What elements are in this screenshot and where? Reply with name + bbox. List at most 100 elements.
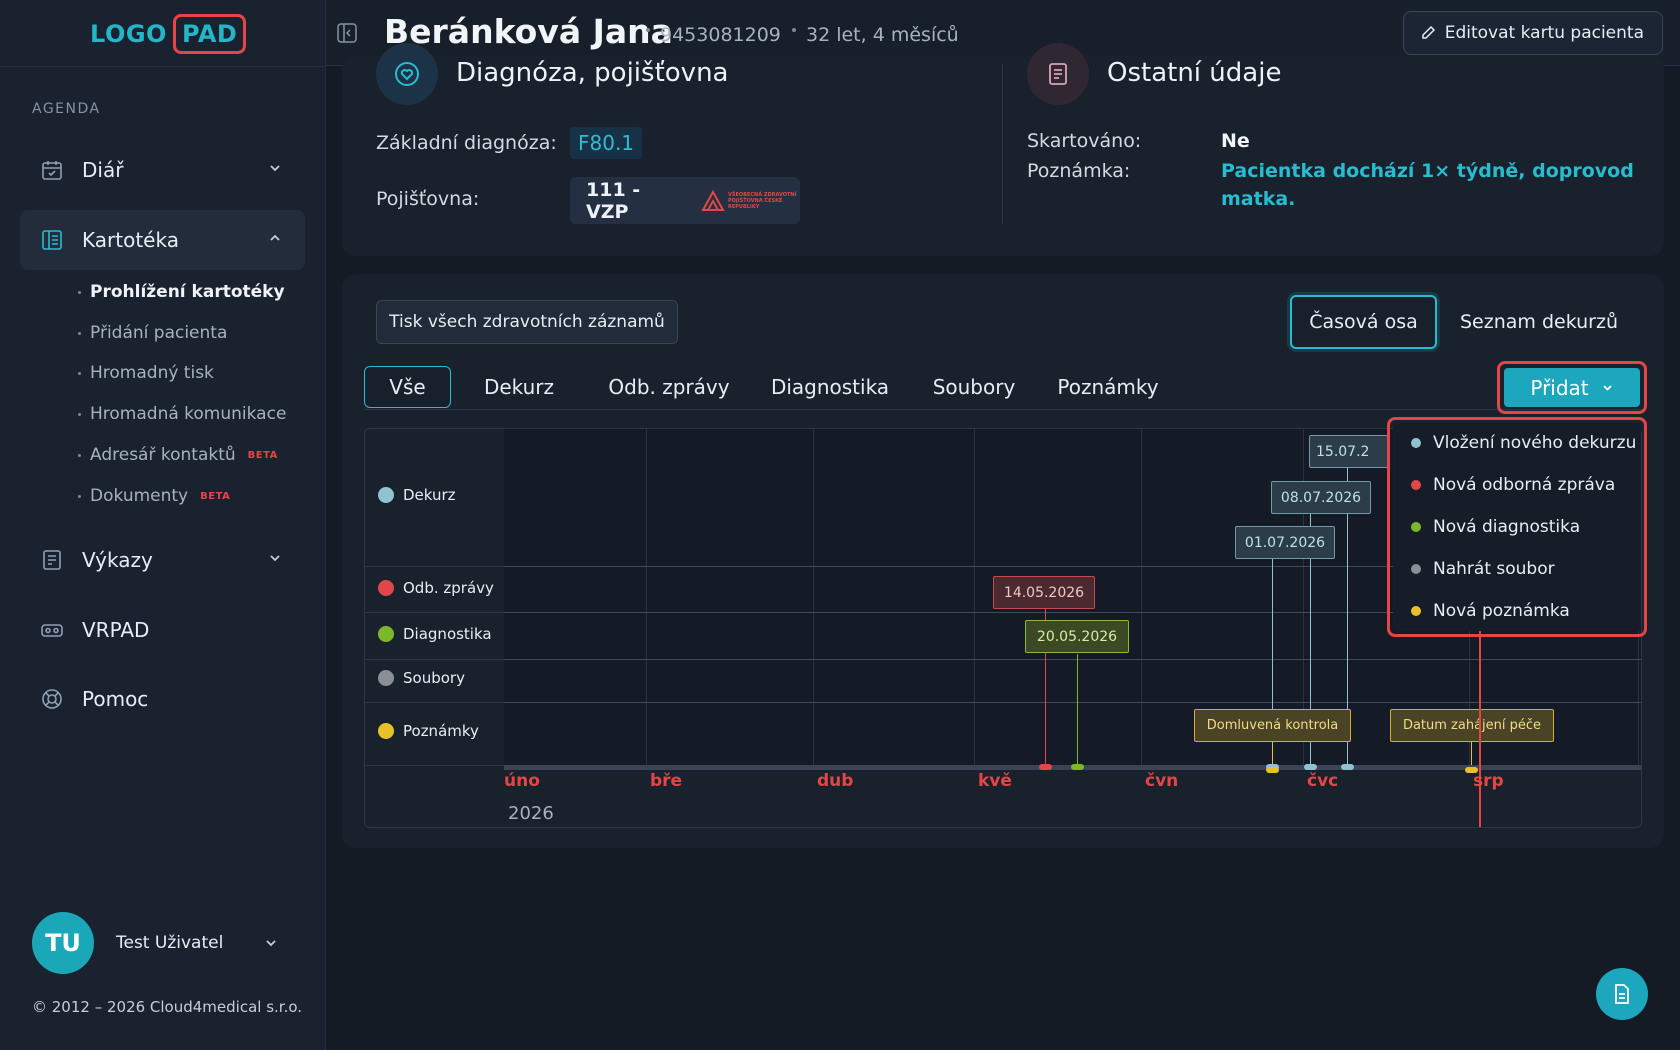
document-icon — [1615, 984, 1629, 1004]
diagnosis-code[interactable]: F80.1 — [570, 127, 643, 159]
event-pin[interactable] — [1304, 764, 1317, 770]
tab-dekurz[interactable]: Dekurz — [483, 375, 555, 399]
patient-id: 9453081209 — [660, 24, 781, 46]
month-label: bře — [650, 771, 683, 791]
menu-item-label: Nová diagnostika — [1433, 517, 1581, 537]
tab-poznamky[interactable]: Poznámky — [1057, 375, 1159, 399]
view-timeline-button[interactable]: Časová osa — [1290, 295, 1437, 349]
row-label-text: Dekurz — [403, 486, 456, 504]
menu-item-upload-file[interactable]: Nahrát soubor — [1411, 559, 1555, 579]
add-button-highlight: Přidat — [1497, 361, 1647, 414]
sidebar-subitem-pridani[interactable]: Přidání pacienta — [78, 323, 227, 343]
menu-item-new-report[interactable]: Nová odborná zpráva — [1411, 475, 1615, 495]
event-pin[interactable] — [1039, 764, 1052, 770]
sidebar-subitem-komunikace[interactable]: Hromadná komunikace — [78, 404, 286, 424]
beta-badge: BETA — [200, 490, 231, 502]
legend-dot — [378, 670, 394, 686]
event-pin[interactable] — [1341, 764, 1354, 770]
event-pin[interactable] — [1465, 767, 1478, 773]
month-label: úno — [504, 771, 540, 791]
edit-patient-button[interactable]: Editovat kartu pacienta — [1402, 11, 1663, 55]
user-menu[interactable]: TU Test Uživatel — [32, 912, 279, 974]
month-label: dub — [817, 771, 854, 791]
sidebar-item-pomoc[interactable]: Pomoc — [20, 669, 305, 729]
sidebar-collapse-icon[interactable] — [336, 22, 358, 44]
month-label: čvc — [1307, 771, 1339, 791]
sidebar-subitem-label: Prohlížení kartotéky — [90, 282, 285, 302]
bullet — [78, 494, 81, 498]
heart-shield-icon — [395, 62, 419, 86]
sidebar-subitem-dokumenty[interactable]: Dokumenty BETA — [78, 486, 230, 506]
add-menu: Vložení nového dekurzu Nová odborná zprá… — [1393, 423, 1641, 631]
sidebar-subitem-prohlizeni[interactable]: Prohlížení kartotéky — [78, 282, 285, 302]
row-separator — [504, 702, 1641, 703]
row-separator — [504, 566, 1641, 567]
event-poznamka[interactable]: Datum zahájení péče — [1390, 709, 1554, 742]
sidebar-item-diar[interactable]: Diář — [20, 140, 305, 200]
menu-item-new-note[interactable]: Nová poznámka — [1411, 601, 1570, 621]
event-odb-zprava[interactable]: 14.05.2026 — [993, 576, 1095, 609]
print-all-button[interactable]: Tisk všech zdravotních záznamů — [376, 300, 678, 344]
event-dekurz[interactable]: 01.07.2026 — [1235, 526, 1335, 559]
row-separator — [365, 765, 504, 766]
vzp-logo-icon — [701, 189, 725, 211]
chevron-up-icon — [270, 234, 280, 241]
bullet — [78, 331, 81, 335]
insurance-label: Pojišťovna: — [376, 188, 480, 210]
sidebar-item-label: Výkazy — [82, 548, 153, 572]
view-list-button[interactable]: Seznam dekurzů — [1460, 311, 1618, 333]
month-gridline — [1141, 429, 1142, 767]
diagnosis-label: Základní diagnóza: — [376, 132, 557, 154]
row-separator — [365, 659, 504, 660]
row-label-text: Odb. zprávy — [403, 579, 494, 597]
other-section-icon — [1027, 43, 1089, 105]
row-label-text: Poznámky — [403, 722, 479, 740]
event-pin[interactable] — [1071, 764, 1084, 770]
sidebar-subitem-adresar[interactable]: Adresář kontaktů BETA — [78, 445, 278, 465]
event-stem — [1077, 654, 1078, 765]
menu-item-dot — [1411, 522, 1421, 532]
event-pin[interactable] — [1266, 767, 1279, 773]
sidebar-item-kartoteka[interactable]: Kartotéka — [20, 210, 305, 270]
row-label-text: Soubory — [403, 669, 465, 687]
bullet — [78, 453, 81, 457]
sidebar-subitem-hromadny-tisk[interactable]: Hromadný tisk — [78, 363, 214, 383]
meta-separator — [646, 28, 650, 32]
tab-diagnostika[interactable]: Diagnostika — [770, 375, 890, 399]
event-stem — [1310, 512, 1311, 765]
tab-soubory[interactable]: Soubory — [932, 375, 1016, 399]
menu-item-dot — [1411, 438, 1421, 448]
add-record-button[interactable]: Přidat — [1504, 368, 1640, 407]
menu-item-new-dekurz[interactable]: Vložení nového dekurzu — [1411, 433, 1636, 453]
sidebar-item-label: Pomoc — [82, 687, 149, 711]
logo[interactable]: LOGO PAD — [90, 12, 247, 56]
note-label: Poznámka: — [1027, 160, 1131, 182]
sidebar-subitem-label: Hromadná komunikace — [90, 404, 287, 424]
tab-vse[interactable]: Vše — [364, 366, 451, 408]
sidebar: LOGO PAD AGENDA Diář Kartotéka Prohlížen… — [0, 0, 326, 1050]
row-label-poznamky: Poznámky — [378, 722, 479, 740]
menu-item-dot — [1411, 606, 1421, 616]
document-fab-button[interactable] — [1596, 968, 1648, 1020]
patient-info-card — [342, 56, 1664, 256]
sidebar-subitem-label: Dokumenty — [90, 486, 189, 506]
bullet — [78, 371, 81, 375]
event-poznamka[interactable]: Domluvená kontrola — [1194, 709, 1351, 742]
sidebar-item-vrpad[interactable]: VRPAD — [20, 600, 305, 660]
month-label: kvě — [978, 771, 1012, 791]
insurance-code: 111 - VZP — [586, 178, 641, 223]
event-diagnostika[interactable]: 20.05.2026 — [1025, 620, 1129, 653]
event-dekurz[interactable]: 08.07.2026 — [1271, 481, 1371, 514]
tab-odb-zpravy[interactable]: Odb. zprávy — [608, 375, 730, 399]
row-label-soubory: Soubory — [378, 669, 465, 687]
sidebar-item-vykazy[interactable]: Výkazy — [20, 530, 305, 590]
legend-dot — [378, 580, 394, 596]
diagnosis-section-title: Diagnóza, pojišťovna — [456, 58, 729, 88]
menu-item-new-diagnostics[interactable]: Nová diagnostika — [1411, 517, 1580, 537]
vr-headset-icon — [41, 624, 63, 637]
header: Beránková Jana 9453081209 32 let, 4 měsí… — [326, 0, 1680, 66]
shredded-label: Skartováno: — [1027, 130, 1142, 152]
chevron-down-icon — [1603, 385, 1612, 391]
chevron-down-icon — [270, 555, 280, 562]
event-dekurz[interactable]: 15.07.2 — [1309, 435, 1389, 468]
